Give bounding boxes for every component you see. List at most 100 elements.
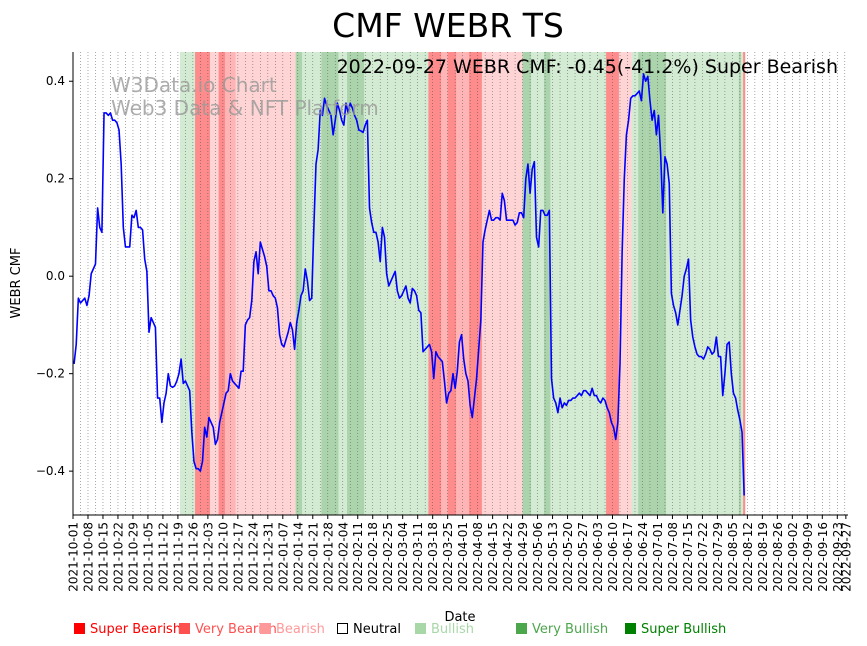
- x-tick-label: 2021-11-26: [186, 522, 200, 592]
- x-tick-label: 2022-09-27: [839, 522, 853, 592]
- legend-label: Super Bullish: [641, 622, 726, 637]
- band-bearish: [618, 52, 632, 515]
- chart-title: CMF WEBR TS: [332, 6, 564, 45]
- band-super-bearish: [743, 52, 746, 515]
- series-line-group: [73, 73, 745, 496]
- legend-swatch: [260, 623, 271, 634]
- x-tick-label: 2022-01-21: [306, 522, 320, 592]
- x-tick-label: 2022-04-15: [486, 522, 500, 592]
- x-axis-label: Date: [444, 610, 475, 625]
- band-very-bullish: [522, 52, 532, 515]
- watermark-line-1: W3Data.io Chart: [111, 73, 277, 97]
- x-tick-label: 2022-01-07: [276, 522, 290, 592]
- band-very-bullish: [295, 52, 303, 515]
- x-tick-label: 2021-12-10: [216, 522, 230, 592]
- band-super-bearish: [469, 52, 482, 515]
- legend-swatch: [74, 623, 85, 634]
- x-tick-label: 2022-07-15: [681, 522, 695, 592]
- x-tick-label: 2022-04-22: [501, 522, 515, 592]
- legend-label: Bullish: [431, 622, 474, 637]
- x-tick-label: 2022-04-08: [471, 522, 485, 592]
- x-tick-label: 2022-03-18: [426, 522, 440, 592]
- x-tick-label: 2022-02-11: [351, 522, 365, 592]
- band-super-bearish: [447, 52, 457, 515]
- band-very-bearish: [441, 52, 448, 515]
- x-tick-label: 2021-12-31: [261, 522, 275, 592]
- x-tick-label: 2022-09-23: [831, 522, 845, 592]
- band-bullish: [364, 52, 378, 515]
- x-tick-label: 2021-10-01: [67, 522, 81, 592]
- x-tick-label: 2021-11-12: [156, 522, 170, 592]
- series-line: [73, 73, 745, 496]
- band-bearish: [481, 52, 523, 515]
- x-tick-label: 2022-04-29: [516, 522, 530, 592]
- y-tick-label: 0.2: [46, 172, 65, 186]
- x-tick-label: 2022-03-04: [396, 522, 410, 592]
- x-tick-label: 2022-05-27: [576, 522, 590, 592]
- band-super-bearish: [428, 52, 442, 515]
- x-tick-label: 2022-05-20: [561, 522, 575, 592]
- y-tick-label: −0.4: [36, 464, 65, 478]
- x-tick-label: 2022-09-16: [816, 522, 830, 592]
- x-tick-label: 2022-08-19: [756, 522, 770, 592]
- y-tick-label: −0.2: [36, 367, 65, 381]
- band-very-bullish: [543, 52, 551, 515]
- y-tick-label: 0.0: [46, 269, 65, 283]
- x-tick-label: 2022-09-02: [786, 522, 800, 592]
- x-tick-label: 2022-04-01: [456, 522, 470, 592]
- band-bullish: [550, 52, 607, 515]
- watermark-line-2: Web3 Data & NFT Platform: [111, 96, 379, 120]
- band-bearish: [210, 52, 219, 515]
- legend-label: Very Bullish: [532, 622, 608, 637]
- band-bearish: [235, 52, 296, 515]
- legend: Super Bearish Very Bearish Bearish Neutral B…: [74, 622, 726, 637]
- band-very-bullish: [347, 52, 365, 515]
- band-very-bullish: [646, 52, 667, 515]
- x-tick-label: 2022-01-28: [321, 522, 335, 592]
- x-tick-label: 2021-11-19: [171, 522, 185, 592]
- legend-swatch: [625, 623, 636, 634]
- y-tick-label: 0.4: [46, 74, 65, 88]
- band-super-bearish: [195, 52, 211, 515]
- x-tick-label: 2022-02-18: [366, 522, 380, 592]
- x-tick-label: 2022-08-12: [741, 522, 755, 592]
- x-tick-label: 2021-11-05: [141, 522, 155, 592]
- legend-label: Neutral: [353, 622, 401, 637]
- x-tick-label: 2021-10-29: [126, 522, 140, 592]
- x-tick-label: 2022-03-25: [441, 522, 455, 592]
- y-axis-label: WEBR CMF: [9, 248, 24, 319]
- x-tick-label: 2022-07-29: [711, 522, 725, 592]
- x-tick-label: 2021-10-15: [96, 522, 110, 592]
- x-tick-label: 2021-10-22: [111, 522, 125, 592]
- legend-label: Bearish: [276, 622, 325, 637]
- x-tick-label: 2022-06-03: [591, 522, 605, 592]
- x-tick-label: 2022-09-09: [801, 522, 815, 592]
- x-tick-label: 2021-12-17: [231, 522, 245, 592]
- legend-label: Super Bearish: [90, 622, 181, 637]
- x-tick-label: 2022-05-13: [546, 522, 560, 592]
- band-bullish: [180, 52, 196, 515]
- x-tick-label: 2021-10-08: [81, 522, 95, 592]
- legend-swatch: [516, 623, 527, 634]
- band-super-bearish: [218, 52, 226, 515]
- band-bullish: [740, 52, 744, 515]
- x-tick-label: 2021-12-24: [246, 522, 260, 592]
- x-tick-label: 2022-05-06: [531, 522, 545, 592]
- x-tick-label: 2022-03-11: [411, 522, 425, 592]
- x-tick-label: 2022-01-14: [291, 522, 305, 592]
- legend-label: Very Bearish: [195, 622, 277, 637]
- x-tick-label: 2022-06-24: [636, 522, 650, 592]
- status-annotation: 2022-09-27 WEBR CMF: -0.45(-41.2%) Super…: [337, 56, 838, 78]
- x-tick-label: 2021-12-03: [201, 522, 215, 592]
- x-tick-label: 2022-06-17: [621, 522, 635, 592]
- x-tick-label: 2022-07-22: [696, 522, 710, 592]
- legend-swatch: [415, 623, 426, 634]
- band-very-bullish: [321, 52, 339, 515]
- x-tick-label: 2022-02-25: [381, 522, 395, 592]
- legend-swatch: [179, 623, 190, 634]
- x-tick-label: 2022-07-01: [651, 522, 665, 592]
- x-tick-label: 2022-02-04: [336, 522, 350, 592]
- x-tick-label: 2022-08-05: [726, 522, 740, 592]
